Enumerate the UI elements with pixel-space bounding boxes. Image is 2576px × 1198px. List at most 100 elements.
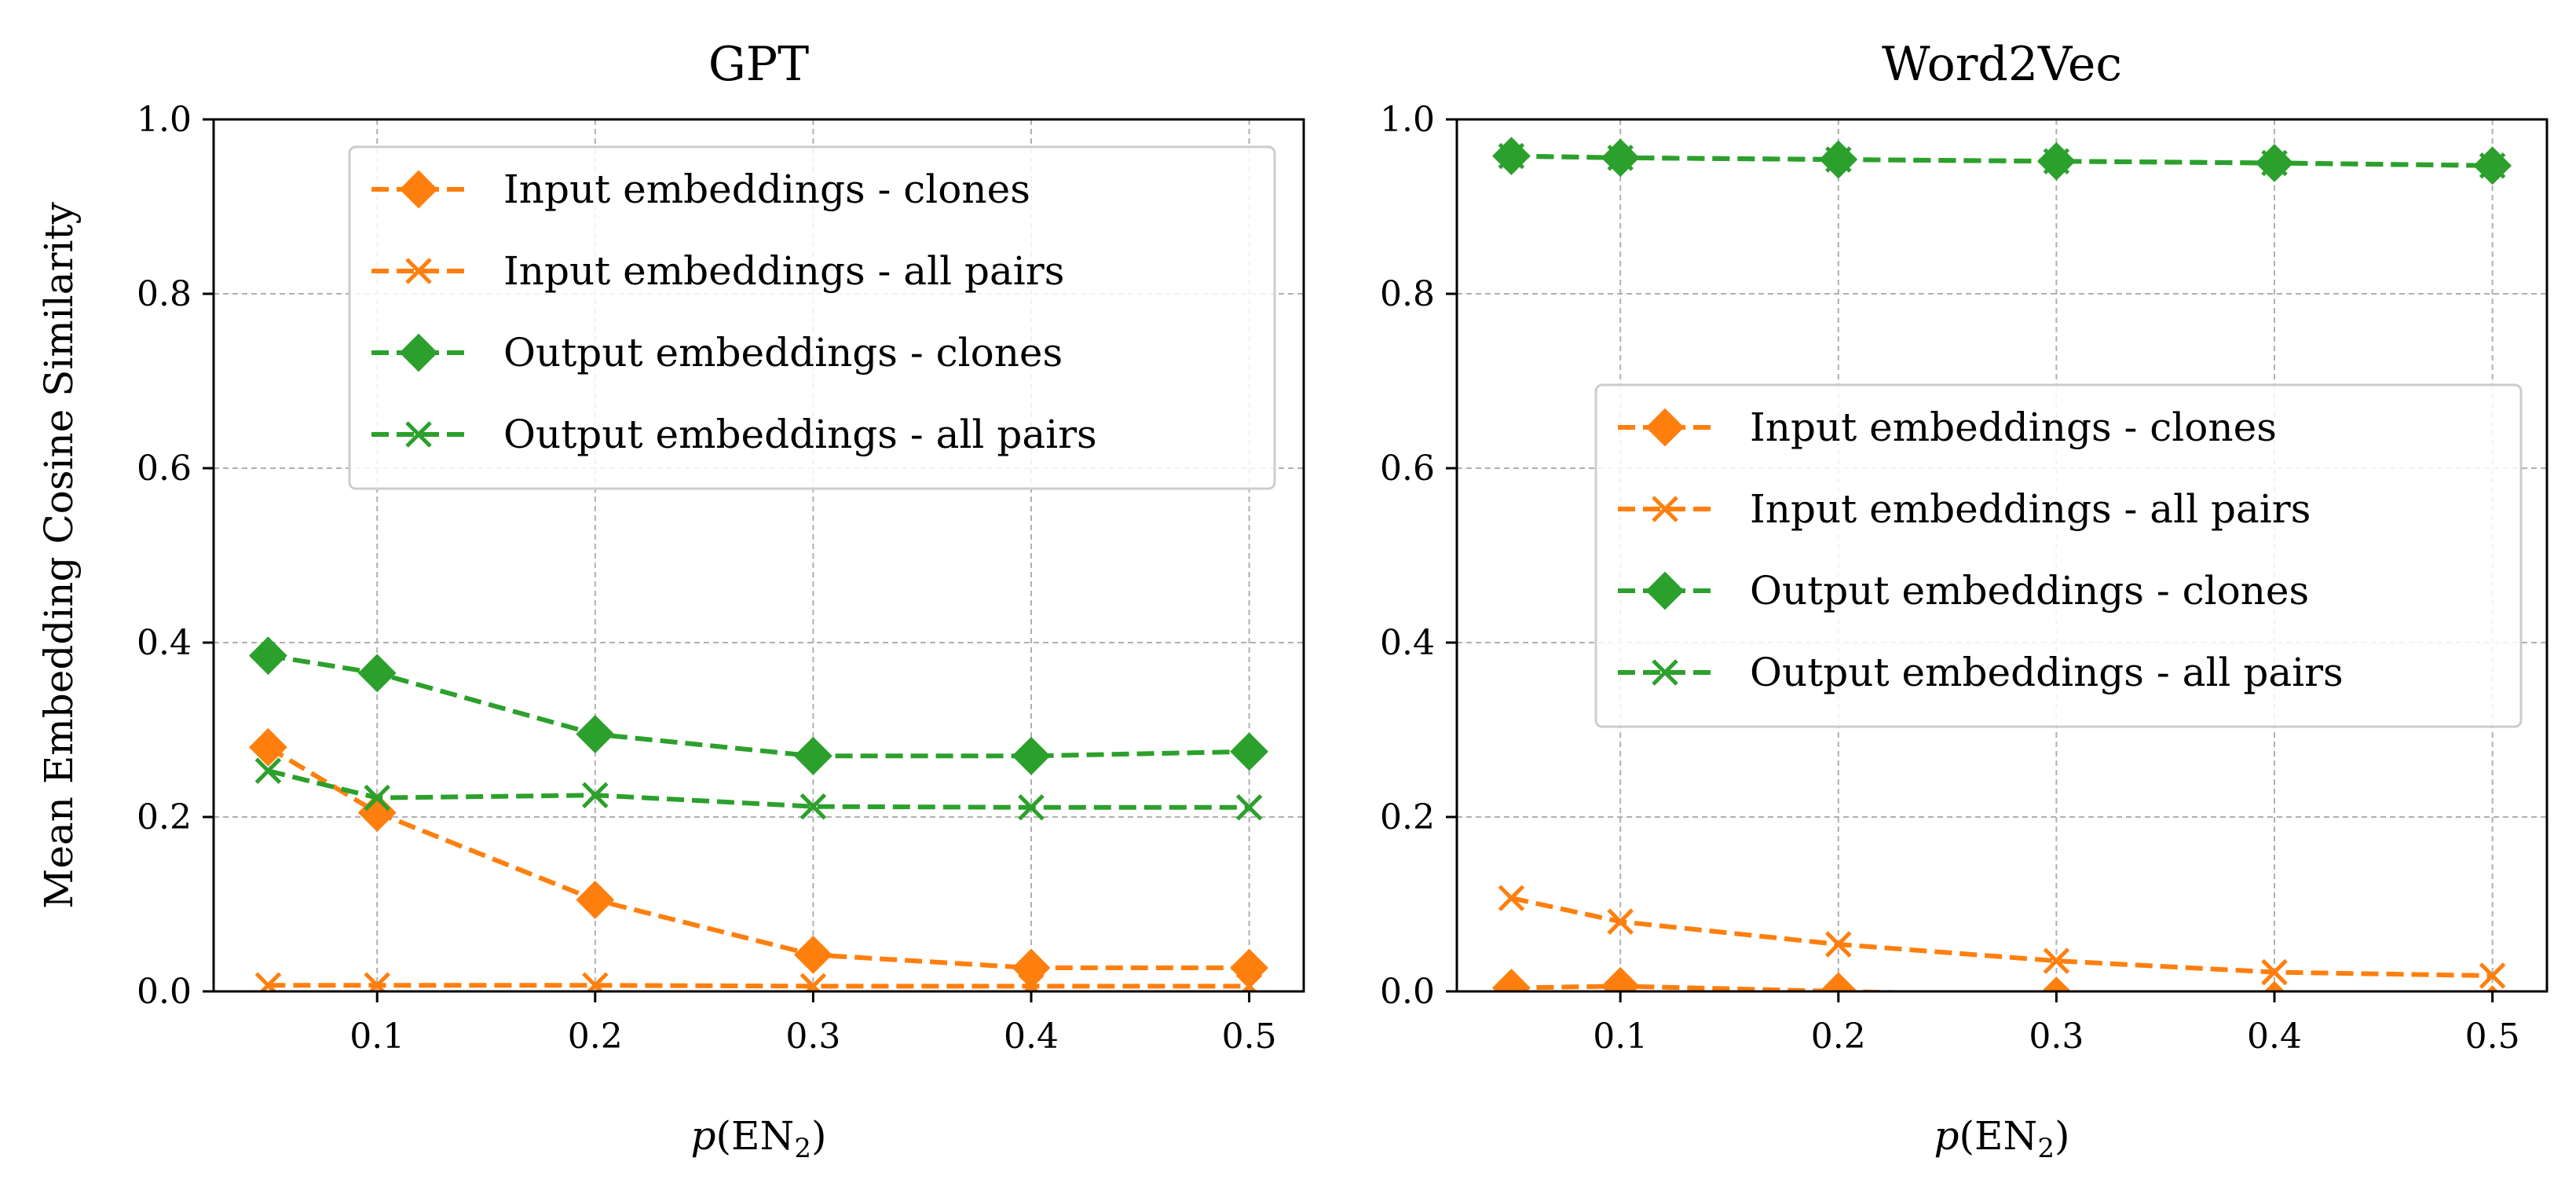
data-point (800, 973, 827, 991)
series-line (1511, 153, 2493, 168)
series-output-embeddings-all-pairs (1498, 142, 2506, 179)
legend-marker-swatch (1645, 571, 1685, 610)
legend-label: Output embeddings - clones (1750, 568, 2309, 614)
x-tick-label: 0.1 (349, 1017, 404, 1057)
legend-label: Output embeddings - all pairs (1750, 650, 2344, 695)
y-tick-label: 0.2 (137, 797, 192, 837)
data-point (1235, 973, 1263, 991)
data-point (1230, 948, 1269, 987)
series-line (266, 745, 1250, 971)
y-tick-label: 0.8 (1380, 274, 1435, 314)
x-tick-label: 0.2 (1811, 1017, 1866, 1057)
data-point (1491, 969, 1531, 991)
data-point (254, 972, 282, 991)
series-input-embeddings-clones (1491, 966, 2499, 991)
y-tick-label: 0.4 (137, 623, 192, 663)
legend-label: Input embeddings - clones (1750, 405, 2277, 450)
chart-title: Word2Vec (1882, 37, 2122, 92)
data-point (1607, 908, 1634, 935)
y-tick-label: 0.2 (1380, 797, 1435, 837)
series-input-embeddings-all-pairs (254, 972, 1263, 991)
x-axis-label-close: ) (811, 1113, 827, 1159)
legend-marker-swatch (399, 333, 438, 372)
data-point (1018, 794, 1045, 821)
y-tick-label: 0.6 (137, 449, 192, 489)
legend-entry: Output embeddings - all pairs (1618, 650, 2344, 695)
data-point (2261, 149, 2288, 177)
data-point (2479, 962, 2506, 989)
chart-panel-gpt: GPT 0.1 0.2 0.3 0.4 0.5 0.0 0.2 0.4 0.6 0.8 1.0 p(… (36, 37, 1305, 1164)
series-input-embeddings-all-pairs (1498, 885, 2506, 989)
legend-label: Input embeddings - all pairs (503, 248, 1064, 294)
series-output-embeddings-all-pairs (254, 757, 1263, 821)
series-layer (1491, 137, 2512, 991)
data-point (2479, 152, 2506, 179)
data-point (1825, 931, 1852, 958)
y-axis-label: Mean Embedding Cosine Similarity (36, 201, 82, 908)
legend-marker-swatch (1645, 408, 1685, 447)
axes-frame (1455, 118, 2549, 993)
legend-entry: Input embeddings - clones (371, 167, 1030, 212)
legend-entry: Input embeddings - all pairs (1618, 486, 2311, 532)
chart-panel-word2vec: Word2Vec 0.1 0.2 0.3 0.4 0.5 0.0 0.2 0.4 0.6 0.8 1… (1380, 37, 2549, 1164)
data-point (2486, 985, 2499, 991)
legend-label: Input embeddings - clones (503, 167, 1030, 212)
legend-marker-swatch (1652, 496, 1678, 522)
y-tick-label: 1.0 (137, 100, 192, 140)
tick-layer: 0.1 0.2 0.3 0.4 0.5 0.0 0.2 0.4 0.6 0.8 1.0 (137, 100, 1277, 1057)
data-point (793, 736, 832, 775)
y-tick-label: 1.0 (1380, 100, 1435, 140)
x-axis-label-var: p (691, 1113, 716, 1159)
data-point (582, 782, 609, 809)
data-point (2261, 958, 2288, 986)
chart-title: GPT (708, 37, 809, 92)
legend-marker-swatch (405, 421, 432, 448)
x-axis-label-close: ) (2055, 1113, 2070, 1159)
series-line (1510, 896, 2493, 979)
data-point (1601, 966, 1640, 991)
data-point (1018, 973, 1045, 991)
x-tick-label: 0.3 (2029, 1017, 2084, 1057)
data-point (1230, 732, 1269, 771)
x-tick-label: 0.4 (1004, 1017, 1059, 1057)
x-axis-label: p(EN2) (1934, 1113, 2070, 1164)
data-point (1607, 145, 1634, 171)
x-tick-label: 0.2 (568, 1017, 623, 1057)
legend-entry: Output embeddings - clones (371, 330, 1063, 376)
y-tick-label: 0.0 (137, 972, 192, 1012)
legend-marker-swatch (405, 258, 432, 284)
data-point (1012, 736, 1051, 775)
legend-entry: Input embeddings - all pairs (371, 248, 1064, 294)
x-tick-label: 0.1 (1593, 1017, 1648, 1057)
legend-marker-swatch (399, 170, 438, 209)
x-axis-label-open: (EN (716, 1113, 795, 1159)
series-line (1511, 984, 1956, 991)
series-line (267, 768, 1250, 810)
series-input-embeddings-clones (248, 727, 1269, 987)
data-point (1012, 948, 1051, 987)
legend-label: Output embeddings - all pairs (503, 412, 1097, 457)
legend-label: Output embeddings - clones (503, 330, 1063, 376)
y-tick-label: 0.8 (137, 274, 192, 314)
data-point (2043, 148, 2070, 175)
data-point (2043, 947, 2070, 974)
data-point (2041, 976, 2072, 991)
data-point (248, 727, 287, 767)
x-axis-label-subscript: 2 (794, 1133, 811, 1164)
legend-box (1594, 383, 2523, 728)
data-point (357, 654, 397, 693)
data-point (1825, 146, 1852, 173)
data-point (800, 793, 827, 820)
x-tick-label: 0.5 (2465, 1017, 2520, 1057)
data-point (582, 972, 609, 991)
data-point (364, 972, 390, 991)
series-line (268, 983, 1250, 989)
x-tick-label: 0.3 (785, 1017, 840, 1057)
legend-entry: Output embeddings - clones (1618, 568, 2309, 614)
y-tick-label: 0.0 (1380, 972, 1435, 1012)
x-axis-label-open: (EN (1959, 1113, 2038, 1159)
x-axis-label: p(EN2) (691, 1113, 827, 1164)
x-tick-label: 0.5 (1222, 1017, 1277, 1057)
tick-layer: 0.1 0.2 0.3 0.4 0.5 0.0 0.2 0.4 0.6 0.8 1.0 (1380, 100, 2520, 1057)
